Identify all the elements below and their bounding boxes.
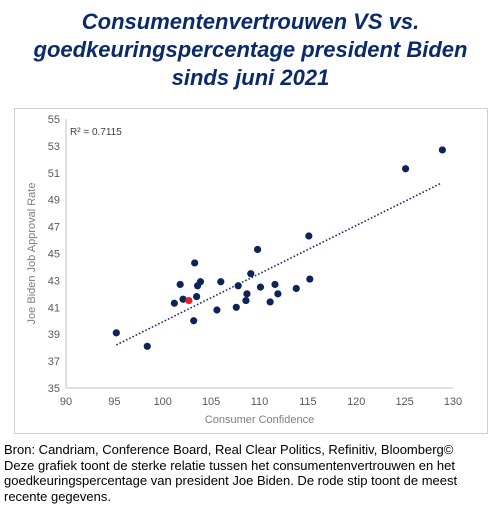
data-point <box>243 290 251 298</box>
y-tick-label: 45 <box>48 249 60 261</box>
x-tick-label: 130 <box>444 396 462 408</box>
data-point <box>247 270 255 278</box>
caption-line-4: recente gegevens. <box>4 488 111 504</box>
y-axis-label: Joe Biden Job Approval Rate <box>26 183 38 325</box>
data-point <box>170 299 178 307</box>
data-point <box>179 295 187 303</box>
y-tick-label: 53 <box>48 141 60 153</box>
x-tick-label: 115 <box>299 396 317 408</box>
data-point <box>242 296 250 305</box>
data-point <box>190 317 198 325</box>
data-point <box>438 146 446 154</box>
x-axis-label: Consumer Confidence <box>205 414 314 426</box>
data-point <box>274 290 282 298</box>
chart-title: Consumentenvertrouwen VS vs. goedkeuring… <box>0 8 501 92</box>
data-point <box>306 275 314 283</box>
caption-source: Bron: Candriam, Conference Board, Real C… <box>4 442 454 457</box>
data-point <box>191 259 199 267</box>
data-point <box>271 280 279 289</box>
y-tick-label: 49 <box>48 195 60 207</box>
data-point <box>143 342 151 350</box>
trendline <box>115 182 441 346</box>
data-point <box>305 232 313 240</box>
x-tick-label: 120 <box>347 396 365 408</box>
chart-frame: 35 37 39 41 43 45 47 49 51 53 55 90 95 100 105 110 115 12… <box>14 108 488 434</box>
x-tick-label: 95 <box>108 396 120 408</box>
latest-data-point <box>185 296 193 305</box>
y-tick-label: 55 <box>48 114 60 126</box>
scatter-chart: 35 37 39 41 43 45 47 49 51 53 55 90 95 100 105 110 115 12… <box>26 114 462 426</box>
y-tick-label: 41 <box>48 302 60 314</box>
x-tick-label: 90 <box>60 396 72 408</box>
caption: Bron: Candriam, Conference Board, Real C… <box>4 442 498 504</box>
y-tick-label: 37 <box>48 356 60 368</box>
data-point <box>234 282 242 290</box>
title-line-2: goedkeuringspercentage president Biden <box>33 37 468 62</box>
x-tick-label: 125 <box>395 396 413 408</box>
data-point <box>292 284 300 293</box>
y-tick-label: 43 <box>48 275 60 287</box>
data-point <box>112 329 120 337</box>
x-tick-label: 110 <box>251 396 269 408</box>
data-point <box>256 283 265 291</box>
data-point <box>213 306 221 314</box>
x-tick-label: 105 <box>202 396 220 408</box>
y-tick-label: 35 <box>48 383 60 395</box>
data-point <box>232 303 240 311</box>
title-line-3: sinds juni 2021 <box>171 65 330 90</box>
data-point <box>193 292 201 301</box>
data-point <box>401 165 410 173</box>
data-point <box>266 298 274 306</box>
x-tick-label: 100 <box>154 396 172 408</box>
y-tick-label: 47 <box>48 222 60 234</box>
data-point <box>196 278 205 286</box>
title-line-1: Consumentenvertrouwen VS vs. <box>81 9 420 34</box>
y-tick-label: 51 <box>48 168 60 180</box>
caption-line-2: Deze grafiek toont de sterke relatie tus… <box>4 457 455 473</box>
caption-line-3: goedkeuringspercentage van president Joe… <box>4 473 458 488</box>
data-point <box>176 280 184 289</box>
data-point <box>253 245 262 254</box>
r-squared-annotation: R² = 0.7115 <box>70 127 122 138</box>
y-tick-label: 39 <box>48 329 60 341</box>
data-point <box>217 278 225 286</box>
